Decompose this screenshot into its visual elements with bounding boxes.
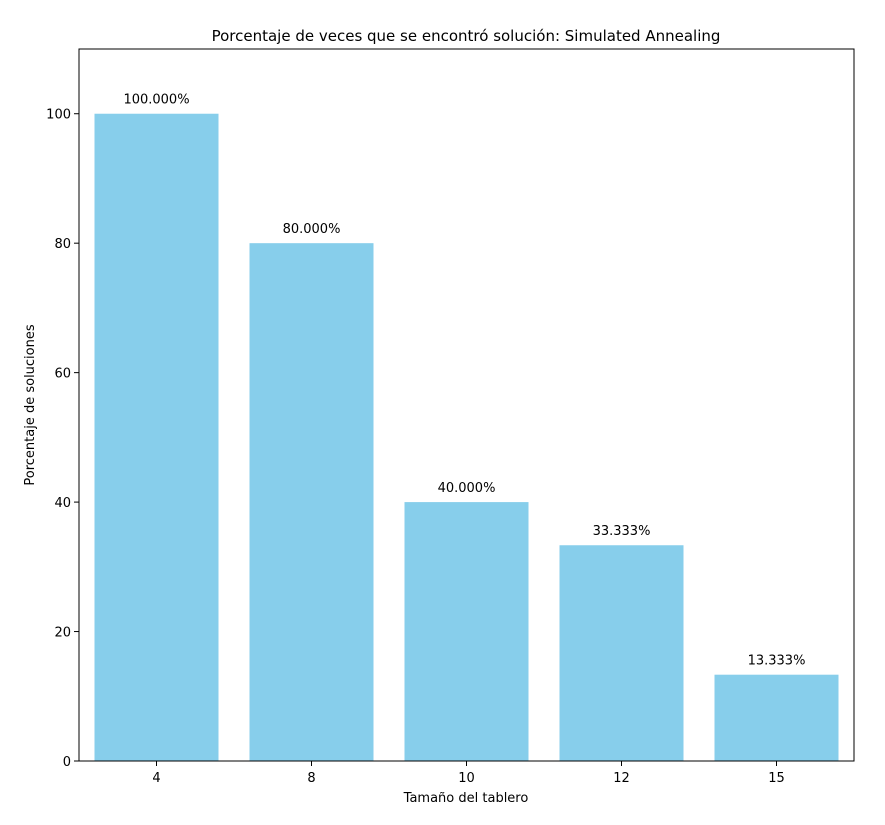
data-label-4: 100.000% <box>123 93 189 108</box>
data-label-12: 33.333% <box>593 524 651 539</box>
x-axis: 4 8 10 12 15 <box>152 761 785 786</box>
bar-12 <box>559 545 684 761</box>
bar-4 <box>94 113 219 761</box>
x-tick-label: 8 <box>307 771 315 786</box>
x-axis-label: Tamaño del tablero <box>403 791 529 806</box>
x-tick-label: 10 <box>458 771 475 786</box>
y-tick-label: 0 <box>63 755 71 770</box>
data-label-8: 80.000% <box>283 222 341 237</box>
data-labels-group: 100.000% 80.000% 40.000% 33.333% 13.333% <box>123 93 805 669</box>
y-tick-label: 40 <box>54 496 71 511</box>
y-tick-label: 20 <box>54 626 71 641</box>
x-tick-label: 12 <box>613 771 630 786</box>
data-label-15: 13.333% <box>748 654 806 669</box>
y-tick-label: 60 <box>54 367 71 382</box>
chart-title: Porcentaje de veces que se encontró solu… <box>212 27 721 45</box>
y-tick-label: 80 <box>54 237 71 252</box>
plot-frame <box>78 48 855 762</box>
y-tick-label: 100 <box>46 108 71 123</box>
y-axis: 0 20 40 60 80 100 <box>46 108 79 770</box>
bar-10 <box>404 502 529 761</box>
data-label-10: 40.000% <box>438 481 496 496</box>
y-axis-label: Porcentaje de soluciones <box>23 324 38 485</box>
bar-8 <box>249 243 374 761</box>
bars-group <box>94 113 839 761</box>
x-tick-label: 15 <box>768 771 785 786</box>
bar-15 <box>714 674 839 761</box>
x-tick-label: 4 <box>152 771 160 786</box>
